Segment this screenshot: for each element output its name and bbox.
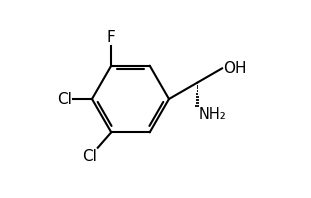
Text: F: F bbox=[107, 30, 116, 46]
Text: Cl: Cl bbox=[57, 91, 72, 107]
Text: NH₂: NH₂ bbox=[199, 107, 227, 122]
Text: Cl: Cl bbox=[82, 149, 97, 164]
Text: OH: OH bbox=[223, 61, 247, 76]
